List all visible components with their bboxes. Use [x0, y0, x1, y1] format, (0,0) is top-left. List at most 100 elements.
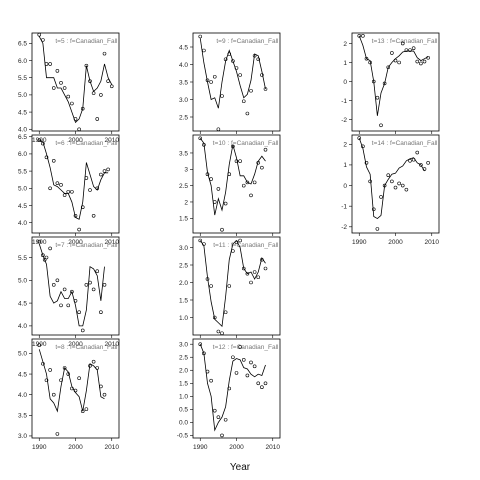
panel-8: t=12 : f=Canadian_Fall -0.5 0.0 0.5 1.0 1.5 2.…	[177, 338, 281, 451]
data-point	[404, 187, 409, 192]
data-point	[379, 123, 383, 128]
x-tick-label: 1990	[193, 444, 208, 451]
x-tick-label: 2010	[105, 239, 120, 246]
y-tick-label: 5.0	[18, 278, 27, 285]
data-point	[397, 181, 401, 186]
data-point	[245, 373, 250, 378]
data-point	[95, 269, 100, 273]
y-tick-label: -2	[341, 117, 347, 124]
data-point	[84, 63, 89, 68]
data-point	[379, 195, 383, 199]
data-point	[260, 257, 264, 262]
panel-1: t=5 : f=Canadian_Fall4.04.55.05.56.06.51…	[18, 32, 120, 144]
data-point	[375, 227, 380, 231]
y-tick-label: 6.0	[18, 151, 27, 158]
data-point	[249, 193, 253, 198]
data-point	[209, 284, 213, 288]
data-point	[88, 280, 92, 285]
data-point	[216, 127, 221, 132]
data-point	[231, 355, 235, 360]
data-point	[66, 303, 71, 308]
y-tick-label: 3.0	[179, 245, 188, 252]
y-tick-label: 4.0	[18, 127, 27, 134]
data-point	[88, 79, 92, 83]
data-point	[263, 87, 268, 91]
panel-5: t=9 : f=Canadian_Fall 2.5 3.0 3.5 4.0 4.5	[179, 32, 281, 134]
y-tick-label: 6.5	[18, 134, 27, 141]
data-point	[70, 289, 74, 294]
panel-frame	[351, 134, 440, 234]
data-point	[216, 187, 221, 191]
fit-line	[199, 138, 266, 216]
data-point	[198, 342, 203, 347]
data-point	[375, 95, 380, 100]
data-point	[62, 193, 67, 197]
y-tick-label: 4.0	[18, 220, 27, 227]
data-point	[252, 180, 257, 185]
y-tick-label: 3.5	[179, 150, 188, 157]
data-point	[422, 59, 427, 64]
data-point	[260, 165, 264, 170]
data-point	[55, 278, 60, 283]
fit-line	[199, 344, 266, 432]
data-point	[393, 58, 398, 63]
data-point	[263, 266, 268, 271]
data-point	[234, 66, 239, 70]
data-point	[37, 32, 42, 37]
data-point	[51, 283, 56, 287]
data-point	[209, 378, 213, 383]
x-tick-label: 2010	[425, 239, 440, 246]
data-point	[234, 240, 239, 245]
y-tick-label: 0.0	[179, 420, 188, 427]
data-point	[411, 157, 416, 162]
x-tick-label: 1990	[32, 239, 47, 246]
data-point	[238, 73, 242, 77]
data-point	[88, 188, 92, 192]
y-tick-label: 6.5	[18, 41, 27, 48]
data-point	[106, 167, 110, 172]
data-point	[245, 180, 250, 185]
y-tick-label: 6.0	[18, 58, 27, 65]
y-tick-label: 3.5	[179, 79, 188, 86]
data-point	[95, 186, 100, 191]
data-point	[99, 93, 103, 97]
data-point	[364, 161, 369, 165]
data-point	[223, 57, 228, 62]
data-point	[99, 172, 103, 177]
panel-frame	[192, 236, 281, 336]
panel-strip-label: t=9 : f=Canadian_Fall	[216, 38, 279, 45]
data-point	[109, 84, 114, 89]
data-point	[249, 88, 253, 93]
data-point	[41, 253, 45, 258]
data-point	[80, 409, 85, 413]
data-point	[212, 200, 217, 204]
y-tick-label: 2.5	[179, 262, 188, 269]
data-point	[390, 179, 394, 184]
data-point	[419, 163, 423, 167]
data-point	[400, 183, 405, 188]
data-point	[37, 343, 42, 347]
data-point	[205, 78, 210, 83]
data-point	[91, 91, 96, 95]
x-tick-label: 2000	[68, 444, 83, 451]
y-tick-label: 2	[343, 41, 347, 48]
data-point	[411, 46, 416, 51]
data-point	[66, 372, 71, 376]
data-point	[48, 246, 52, 251]
panel-strip-label: t=5 : f=Canadian_Fall	[55, 38, 118, 45]
y-tick-label: -1	[341, 98, 347, 105]
x-tick-label: 1990	[32, 444, 47, 451]
y-tick-label: 3.0	[18, 433, 27, 440]
data-point	[37, 239, 42, 244]
data-point	[84, 176, 89, 180]
data-point	[397, 60, 401, 65]
data-point	[426, 161, 430, 165]
data-point	[70, 101, 74, 106]
data-point	[198, 34, 203, 39]
data-point	[241, 183, 246, 188]
panel-strip-label: t=6 : f=Canadian_Fall	[55, 140, 118, 147]
y-tick-label: 1.5	[179, 381, 188, 388]
data-point	[256, 381, 261, 386]
data-point	[99, 384, 103, 389]
data-point	[44, 378, 49, 383]
